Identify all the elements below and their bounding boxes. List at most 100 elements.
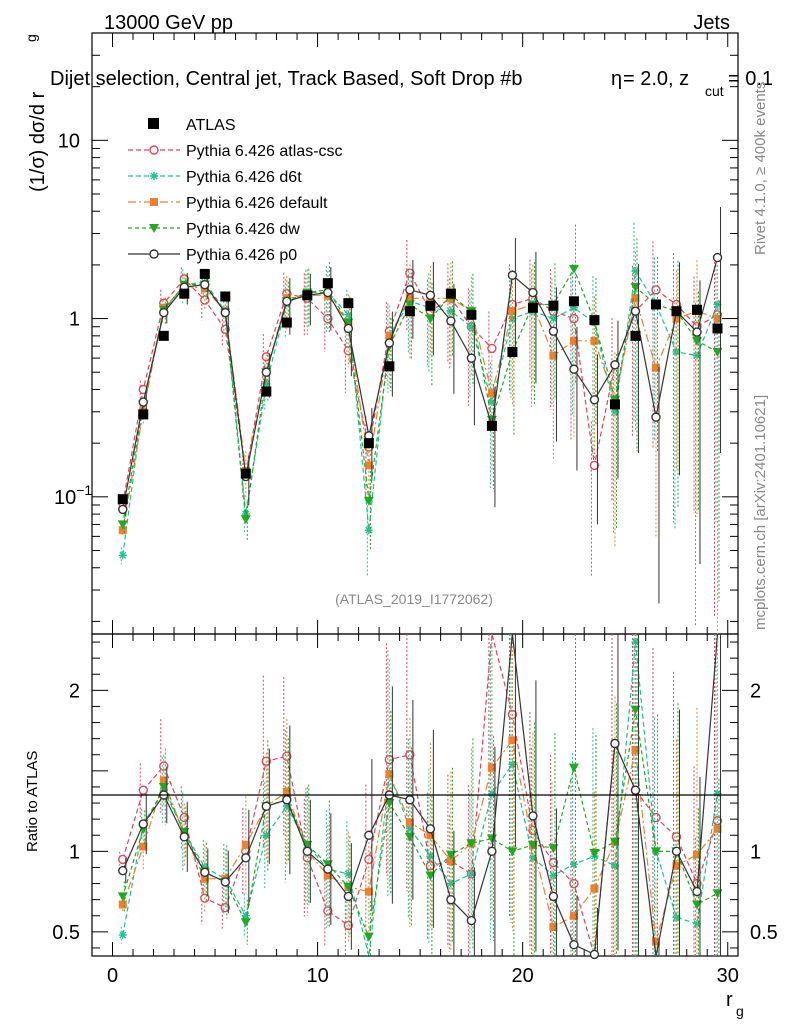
ratio-point-d6t xyxy=(344,869,353,878)
ratio-point-p0 xyxy=(364,830,374,840)
ratio-point-default xyxy=(323,871,332,880)
data-point-atlas xyxy=(384,361,395,372)
data-point-atlas xyxy=(507,346,518,357)
data-point-atlas xyxy=(466,309,477,320)
ratio-axis-ticks: 0 10 20 30 2 2 1 1 0.5 0.5 xyxy=(52,634,778,987)
data-point-atlas xyxy=(117,494,128,505)
legend-label-p0: Pythia 6.426 p0 xyxy=(186,247,297,264)
ratio-point-atlas-csc xyxy=(118,854,128,865)
ratio-point-atlas-csc xyxy=(548,857,559,868)
ratio-point-dw xyxy=(240,918,251,928)
ratio-y-tick-label-right: 1 xyxy=(750,841,761,863)
ratio-point-atlas-csc xyxy=(138,785,148,795)
ratio-point-p0 xyxy=(589,949,600,960)
main-ylabel-sub: g xyxy=(23,34,39,42)
data-point-atlas xyxy=(691,304,702,315)
data-point-p0 xyxy=(159,307,169,318)
data-point-atlas xyxy=(322,278,333,289)
ratio-point-p0 xyxy=(569,940,579,950)
ratio-point-default xyxy=(487,763,496,772)
plot-title-sub: cut xyxy=(705,83,724,99)
data-point-atlas xyxy=(425,300,436,311)
data-point-p0 xyxy=(138,397,148,407)
ratio-point-d6t xyxy=(487,789,496,798)
data-point-p0 xyxy=(651,412,661,422)
series-atlas-csc xyxy=(118,240,723,618)
data-point-p0 xyxy=(323,287,333,298)
ratio-point-default xyxy=(631,745,640,754)
legend-entry-default: Pythia 6.426 default xyxy=(128,195,328,212)
legend-marker-atlas xyxy=(148,118,159,129)
data-point-default xyxy=(508,307,517,316)
analysis-id: (ATLAS_2019_I1772062) xyxy=(335,591,493,607)
ratio-point-d6t xyxy=(200,863,209,872)
data-point-default xyxy=(631,294,640,303)
ratio-line-d6t xyxy=(122,642,719,957)
data-point-p0 xyxy=(630,306,641,316)
ratio-point-p0 xyxy=(302,846,313,857)
ratio-point-default xyxy=(569,911,578,920)
series-p0 xyxy=(118,207,723,604)
ratio-point-d6t xyxy=(692,919,701,928)
ratio-y-tick-label-right: 2 xyxy=(750,680,761,702)
data-point-dw xyxy=(363,496,374,506)
legend-marker-atlas-csc xyxy=(149,145,159,155)
ratio-point-dw xyxy=(117,892,128,902)
data-point-atlas xyxy=(712,323,723,334)
y-tick-label-0.1: 10−1 xyxy=(54,482,92,509)
series-line-atlas-csc xyxy=(122,271,718,504)
ratio-point-p0 xyxy=(630,785,641,795)
data-point-atlas xyxy=(179,288,190,299)
y-tick-label-exp: −1 xyxy=(76,482,92,498)
data-point-atlas-csc xyxy=(651,285,661,295)
data-point-atlas-csc xyxy=(323,313,333,324)
ratio-point-p0 xyxy=(220,877,231,887)
series-dw xyxy=(117,224,723,602)
ratio-point-p0 xyxy=(343,891,354,902)
data-point-d6t xyxy=(487,398,496,407)
mcplots-label: mcplots.cern.ch [arXiv:2401.10621] xyxy=(752,395,769,630)
ratio-y-tick-label-right: 0.5 xyxy=(750,922,778,944)
ratio-point-dw xyxy=(568,763,579,773)
data-point-default xyxy=(672,314,681,323)
data-point-atlas xyxy=(138,409,149,420)
ratio-point-d6t xyxy=(282,802,291,811)
ratio-series-p0 xyxy=(118,633,721,960)
data-point-default xyxy=(364,461,373,470)
data-point-atlas-csc xyxy=(589,460,600,471)
ratio-point-default xyxy=(549,923,558,932)
ratio-point-dw xyxy=(589,848,600,858)
ratio-point-default xyxy=(590,884,599,893)
ratio-point-p0 xyxy=(692,886,702,897)
ratio-line-dw xyxy=(122,709,718,939)
x-tick-label: 30 xyxy=(717,965,739,987)
data-point-d6t xyxy=(631,266,640,275)
ratio-data-layer xyxy=(117,633,723,960)
energy-label: 13000 GeV pp xyxy=(104,12,233,34)
data-point-default xyxy=(590,336,599,345)
data-point-p0 xyxy=(118,504,128,515)
ratio-point-default xyxy=(713,824,722,833)
ratio-point-d6t xyxy=(405,824,414,833)
data-point-p0 xyxy=(220,307,231,318)
legend-marker-d6t xyxy=(150,172,158,180)
xlabel-sub: g xyxy=(736,1003,744,1019)
data-point-p0 xyxy=(528,287,538,298)
data-point-atlas-csc xyxy=(487,343,497,354)
data-point-dw xyxy=(117,520,128,530)
ratio-point-p0 xyxy=(548,891,559,902)
ratio-point-p0 xyxy=(118,865,128,876)
ratio-ylabel: Ratio to ATLAS xyxy=(24,751,41,852)
legend-entry-p0: Pythia 6.426 p0 xyxy=(128,247,297,264)
data-point-default xyxy=(487,389,496,398)
process-label: Jets xyxy=(693,12,730,34)
data-point-p0 xyxy=(200,279,210,290)
plot-title-eq: = 2.0, z xyxy=(623,68,689,90)
data-point-atlas xyxy=(343,298,354,309)
main-ylabel-text: (1/σ) dσ/d r xyxy=(27,91,49,192)
data-point-atlas xyxy=(609,399,620,410)
plot-title-main: Dijet selection, Central jet, Track Base… xyxy=(50,68,522,90)
data-point-p0 xyxy=(712,252,723,263)
ratio-point-default xyxy=(651,937,660,946)
